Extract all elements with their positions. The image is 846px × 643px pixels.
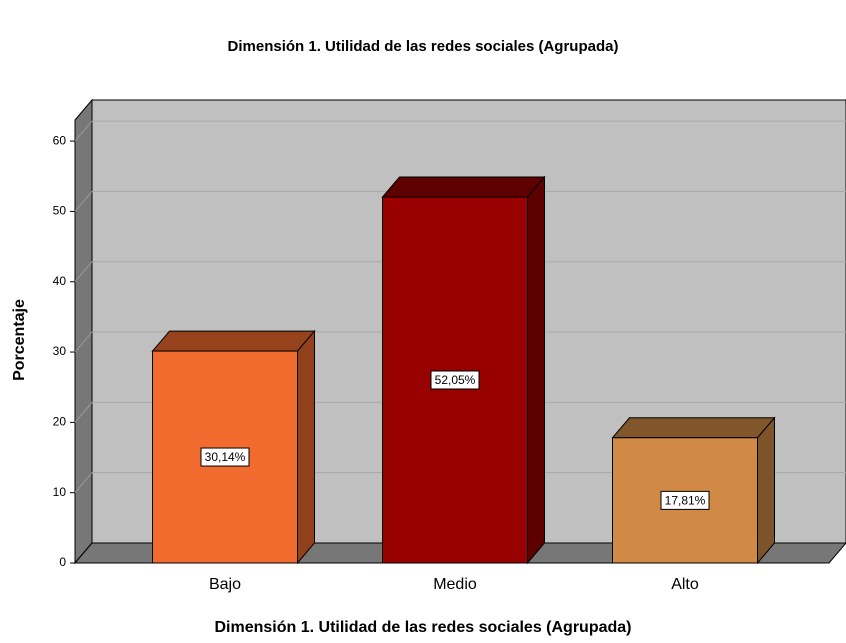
y-tick-label: 50: [53, 204, 67, 218]
bar-side: [527, 175, 545, 565]
y-tick-label: 20: [53, 415, 67, 429]
value-label: 17,81%: [665, 494, 706, 508]
bar-side: [757, 416, 775, 565]
x-tick-label: Medio: [433, 576, 477, 593]
y-tick-label: 60: [53, 133, 67, 147]
x-tick-label: Alto: [671, 576, 699, 593]
bar-top: [381, 176, 546, 198]
value-label: 52,05%: [435, 373, 476, 387]
y-tick-label: 0: [59, 555, 66, 569]
value-label: 30,14%: [205, 450, 246, 464]
grid-line-side: [74, 331, 93, 353]
value-label-box: [660, 490, 710, 510]
grid-line-side: [74, 472, 93, 494]
grid-line-side: [74, 261, 93, 283]
grid-line-side: [74, 191, 93, 212]
left-wall: [74, 98, 93, 565]
grid-line-side: [74, 402, 93, 423]
y-tick-label: 30: [53, 344, 67, 358]
y-axis-title: Porcentaje: [11, 299, 28, 381]
bar-side: [297, 329, 315, 565]
bar-top: [611, 417, 776, 439]
chart-title: Dimensión 1. Utilidad de las redes socia…: [228, 38, 619, 55]
grid-line-side: [74, 120, 93, 142]
value-label-box: [200, 447, 250, 467]
y-tick-label: 40: [53, 274, 67, 288]
bar-top: [151, 330, 316, 352]
y-tick-label: 10: [53, 485, 67, 499]
x-tick-label: Bajo: [209, 576, 241, 593]
value-label-box: [430, 370, 480, 390]
x-axis-title: Dimensión 1. Utilidad de las redes socia…: [214, 619, 631, 636]
